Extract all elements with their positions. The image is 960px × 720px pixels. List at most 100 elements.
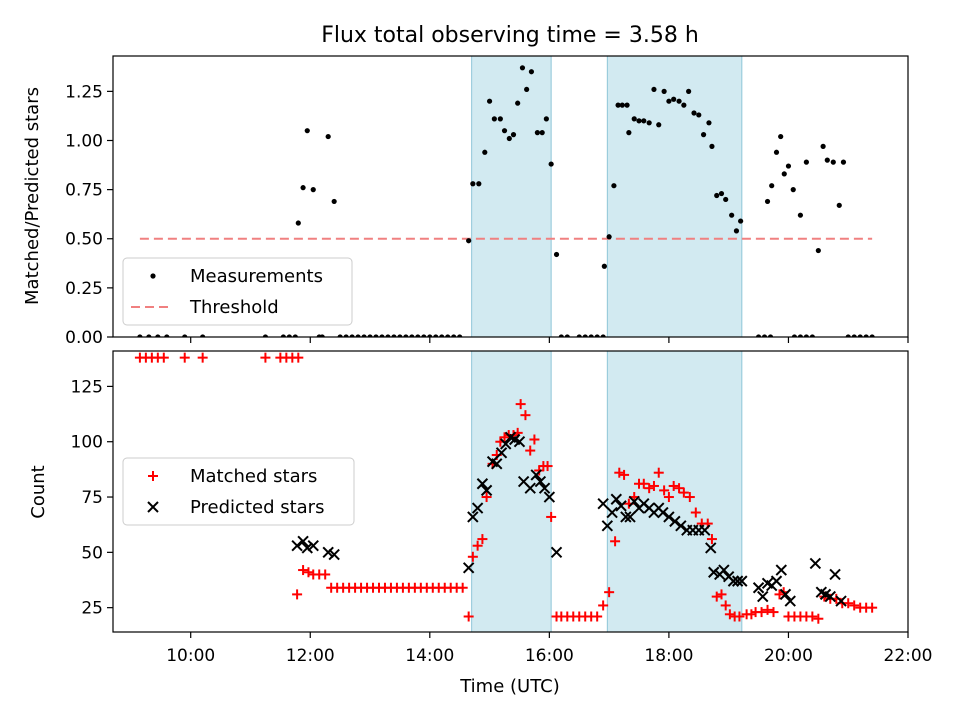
legend-label: Matched stars (190, 466, 317, 487)
measurement-point (815, 247, 821, 254)
measurement-point (790, 187, 796, 193)
measurement-point (543, 116, 549, 122)
predicted-stars-point (524, 482, 536, 494)
measurement-point (836, 202, 842, 208)
measurement-point (582, 334, 588, 337)
legend-label: Threshold (189, 297, 279, 318)
measurement-point (373, 334, 379, 337)
measurement-point (564, 334, 570, 337)
measurement-point (415, 334, 421, 337)
bottom-y-axis-label: Count (28, 465, 49, 518)
x-tick-label: 16:00 (525, 646, 574, 666)
axes-frame-bottom (112, 350, 909, 633)
measurement-point (539, 130, 545, 136)
predicted-stars-point (480, 484, 493, 497)
top-y-axis-label: Matched/Predicted stars (22, 87, 43, 305)
predicted-stars-point (624, 511, 636, 523)
legend-marker-predicted (147, 501, 159, 513)
matched-stars-point (762, 604, 773, 615)
x-tick-label: 10:00 (166, 646, 215, 666)
measurement-point (528, 69, 535, 75)
y-tick-label: 25 (81, 599, 103, 619)
measurement-point (636, 118, 642, 124)
measurement-point (803, 334, 809, 337)
measurement-point (863, 334, 869, 337)
measurement-point (292, 334, 298, 337)
matched-stars-point (320, 569, 331, 580)
measurement-point (761, 334, 768, 337)
matched-stars-point (467, 551, 478, 562)
predicted-stars-point (736, 575, 748, 587)
observing-window-top-0 (471, 55, 552, 338)
points-top (137, 65, 875, 337)
matched-stars-point (457, 582, 468, 593)
predicted-stars-point (829, 568, 841, 581)
predicted-stars-point (530, 469, 542, 481)
predicted-stars-point (770, 575, 783, 587)
matched-stars-point (477, 534, 488, 545)
measurement-point (706, 120, 712, 126)
measurement-point (733, 228, 740, 234)
measurement-point (319, 334, 325, 337)
ratio-panel: 0.00 0.25 0.50 0.75 1.00 1.25 Measurements Thre… (65, 55, 909, 348)
predicted-stars-point (752, 582, 765, 594)
matched-stars-point (678, 487, 689, 498)
measurement-point (137, 334, 143, 337)
measurement-point (433, 334, 439, 337)
matched-stars-point (298, 565, 309, 576)
measurement-point (325, 133, 331, 140)
measurement-point (466, 238, 472, 244)
measurement-point (723, 196, 729, 203)
measurement-point (379, 334, 385, 337)
matched-stars-point (659, 485, 670, 496)
matched-stars-point (807, 611, 818, 622)
predicted-stars-point (675, 520, 687, 532)
measurement-point (797, 334, 804, 337)
predicted-stars-point (657, 506, 669, 519)
predicted-stars-point (500, 438, 512, 450)
predicted-stars-point (301, 542, 313, 554)
measurement-point (781, 171, 787, 177)
legend-label: Measurements (190, 266, 323, 287)
measurement-point (164, 334, 170, 337)
matched-stars-point (598, 600, 609, 611)
predicted-stars-point (543, 491, 556, 503)
measurement-point (295, 220, 301, 226)
measurement-point (482, 149, 488, 155)
measurement-point (820, 143, 826, 149)
matched-stars-point (520, 410, 531, 421)
measurement-point (681, 102, 687, 108)
measurement-point (506, 135, 512, 142)
measurement-point (501, 128, 508, 134)
measurement-point (304, 128, 310, 134)
measurement-point (409, 334, 415, 337)
matched-stars-point (604, 587, 615, 598)
measurement-point (397, 334, 403, 337)
measurement-point (262, 334, 269, 337)
measurement-point (534, 130, 540, 136)
predicted-stars-point (718, 564, 730, 576)
legend-label: Predicted stars (190, 497, 324, 518)
matched-stars-point (813, 613, 824, 624)
measurement-point (361, 334, 367, 337)
predicted-stars-point (328, 548, 340, 561)
predicted-stars-point (757, 590, 769, 603)
points-bottom (134, 352, 878, 624)
measurement-point (310, 187, 316, 193)
predicted-stars-point (291, 540, 303, 552)
matched-stars-point (260, 352, 271, 363)
predicted-stars-point (538, 482, 551, 494)
matched-stars-point (292, 589, 303, 600)
matched-stars-point (293, 352, 304, 363)
measurement-point (857, 334, 863, 337)
legend-box (122, 457, 355, 526)
measurement-point (696, 112, 702, 118)
predicted-stars-point (779, 588, 792, 601)
measurement-point (510, 132, 517, 138)
measurement-point (691, 110, 697, 116)
measurement-point (457, 334, 463, 337)
predicted-stars-point (322, 546, 334, 559)
predicted-stars-point (824, 590, 837, 603)
measurement-point (626, 130, 632, 136)
matched-stars-point (768, 607, 779, 618)
